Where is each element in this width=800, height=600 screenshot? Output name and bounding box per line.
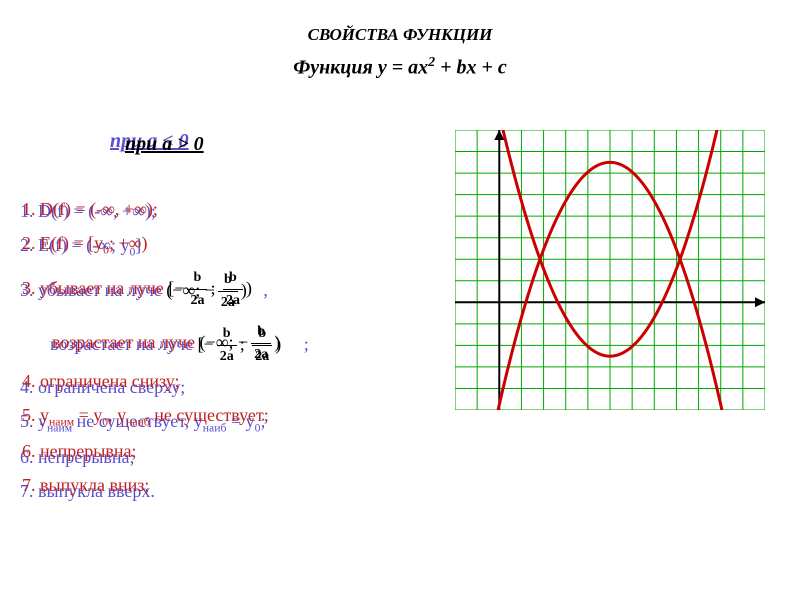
item-6-front: 6. непрерывна;	[22, 437, 136, 466]
item-7-front: 7. выпукла вниз;	[22, 471, 149, 500]
item-1-front: 1. D(f) = (-∞, +∞);	[22, 195, 158, 224]
item-3-front: 3. убывает на луче [−b2a; b2a)	[22, 267, 252, 313]
item-2-front: 2. E(f) = [y0; +∞)	[22, 229, 147, 260]
chart-svg	[455, 130, 765, 410]
page-subtitle: Функция y = ax2 + bx + c	[0, 55, 800, 80]
item-3b-front: возрастает на луче (−∞; −b2a)	[52, 321, 280, 367]
properties-list: 1. D(f) = (-∞, +∞); 1. D(f) = (-∞, +∞); …	[20, 195, 440, 505]
item-4-front: 4. ограничена снизу;	[22, 367, 180, 396]
page-title: СВОЙСТВА ФУНКЦИИ	[0, 0, 800, 45]
condition-front: при а > 0	[125, 133, 204, 156]
parabola-chart	[455, 130, 765, 415]
item-5-front: 5. yнаим = y0, yнаиб не существует;	[22, 401, 269, 432]
